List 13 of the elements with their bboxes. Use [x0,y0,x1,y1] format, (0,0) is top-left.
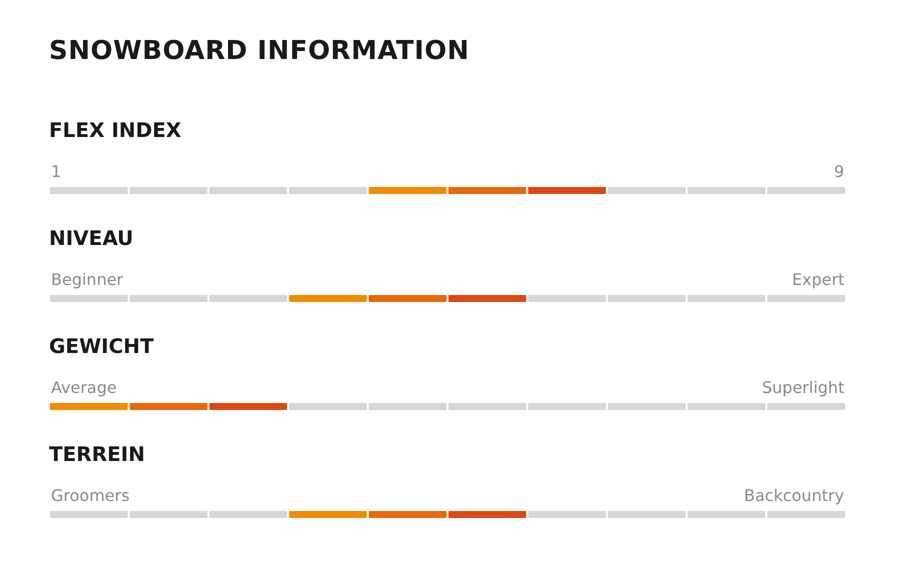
text: Beginner [51,270,124,289]
text: Backcountry [744,486,844,505]
chart-title: GEWICHT [49,334,154,358]
chart-title: NIVEAU [49,226,134,250]
text: 1 [51,162,62,181]
text: 9 [834,162,844,181]
chart-subtitle: FLEX INDEX [49,118,182,142]
text: Groomers [51,486,130,505]
chart-title: TERREIN [49,442,145,466]
text: Expert [792,270,844,289]
text: Superlight [762,378,844,397]
chart-title: SNOWBOARD INFORMATION [49,36,470,66]
text: Average [51,378,117,397]
